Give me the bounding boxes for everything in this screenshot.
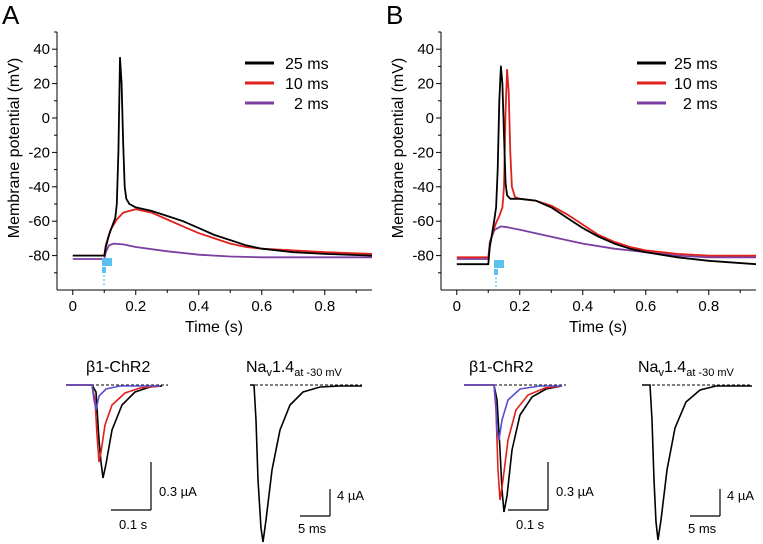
y-tick-label-a: 0: [42, 110, 50, 127]
inset-nav-a: Nav1.4at -30 mV 4 µA 5 ms: [246, 359, 364, 543]
scale-label-current-nav-b: 4 µA: [727, 488, 754, 503]
series-line-2ms-a: [72, 242, 372, 260]
inset-chr2-b: β1-ChR2 0.3 µA 0.1 s: [464, 359, 594, 532]
x-tick-label-a: 0.6: [251, 298, 272, 315]
y-tick-label-a: 40: [33, 41, 50, 58]
y-tick-label-b: 0: [426, 110, 434, 127]
current-trace-2ms-b: [464, 384, 562, 441]
light-pulse-marker-b: [494, 260, 504, 289]
panel-letter-a: A: [2, 0, 20, 30]
inset-nav-b: Nav1.4at -30 mV 4 µA 5 ms: [638, 359, 754, 541]
x-axis-title-a: Time (s): [185, 319, 243, 336]
x-tick-label-b: 0.6: [635, 298, 656, 315]
y-tick-label-b: -80: [412, 248, 434, 265]
light-pulse-step-a: [102, 267, 106, 273]
inset-chr2-a: β1-ChR2 0.3 µA 0.1 s: [66, 359, 197, 532]
current-trace-nav-a: [250, 384, 362, 543]
panel-letter-b: B: [386, 0, 403, 30]
legend-label-25ms-a: 25 ms: [285, 56, 329, 73]
scale-label-time-nav-b: 5 ms: [688, 521, 717, 536]
legend-label-10ms-b: 10 ms: [674, 76, 718, 93]
x-tick-label-b: 0.4: [572, 298, 593, 315]
y-tick-label-a: -60: [28, 213, 50, 230]
x-axis-title-b: Time (s): [569, 319, 627, 336]
x-tick-label-a: 0: [69, 298, 77, 315]
y-axis-title-b: Membrane potential (mV): [390, 58, 407, 239]
x-tick-label-b: 0.2: [509, 298, 530, 315]
y-tick-label-a: -80: [28, 248, 50, 265]
inset-title-chr2-b: β1-ChR2: [469, 359, 533, 376]
y-axis-title-a: Membrane potential (mV): [6, 58, 23, 239]
scale-label-time-nav-a: 5 ms: [298, 521, 327, 536]
y-tick-label-b: 40: [417, 41, 434, 58]
light-pulse-block-b: [494, 260, 504, 268]
y-tick-label-b: 20: [417, 76, 434, 93]
legend-label-10ms-a: 10 ms: [285, 76, 329, 93]
inset-title-chr2-a: β1-ChR2: [86, 359, 150, 376]
legend-label-2ms-a: 2 ms: [294, 96, 329, 113]
panel-b: B Membrane potential (mV) Time (s) 40 20 0…: [386, 0, 757, 541]
current-trace-2ms-a: [66, 384, 160, 411]
inset-title-nav-b: Nav1.4at -30 mV: [638, 359, 735, 379]
x-tick-label-a: 0.4: [188, 298, 209, 315]
x-tick-label-a: 0.2: [125, 298, 146, 315]
current-trace-25ms-b: [464, 384, 563, 513]
scale-label-current-nav-a: 4 µA: [337, 488, 364, 503]
series-line-25ms-a: [72, 56, 373, 257]
scale-label-current-chr2-a: 0.3 µA: [159, 484, 197, 499]
x-tick-label-a: 0.8: [314, 298, 335, 315]
legend-label-2ms-b: 2 ms: [683, 96, 718, 113]
y-tick-label-b: -40: [412, 179, 434, 196]
x-tick-label-b: 0.8: [698, 298, 719, 315]
panel-a: A Membrane potential (mV) Time (s) 40 20 0…: [2, 0, 373, 543]
scale-label-time-chr2-a: 0.1 s: [119, 517, 148, 532]
y-tick-label-b: -20: [412, 144, 434, 161]
series-line-2ms-b: [456, 225, 756, 260]
light-pulse-block-a: [102, 258, 112, 266]
current-trace-25ms-a: [66, 384, 163, 479]
inset-title-nav-a: Nav1.4at -30 mV: [246, 359, 343, 379]
legend-a: 25 ms 10 ms 2 ms: [245, 56, 329, 113]
plot-area-b: 40 20 0 -20 -40 -60 -80 0 0.2 0.4 0.6 0.8: [412, 31, 757, 315]
current-trace-10ms-a: [66, 384, 161, 463]
y-tick-label-a: -20: [28, 144, 50, 161]
light-pulse-marker-a: [102, 258, 112, 287]
series-line-10ms-a: [72, 208, 373, 257]
series-line-10ms-b: [456, 68, 756, 259]
y-tick-label-a: 20: [33, 76, 50, 93]
scale-label-current-chr2-b: 0.3 µA: [556, 484, 594, 499]
current-trace-nav-b: [642, 384, 752, 541]
x-tick-label-b: 0: [453, 298, 461, 315]
y-tick-label-a: -40: [28, 179, 50, 196]
plot-area-a: 40 20 0 -20 -40 -60 -80 0 0.2 0.4 0.6 0.8: [28, 31, 373, 315]
legend-b: 25 ms 10 ms 2 ms: [637, 56, 718, 113]
series-line-25ms-b: [456, 65, 757, 266]
y-tick-label-b: -60: [412, 213, 434, 230]
legend-label-25ms-b: 25 ms: [674, 56, 718, 73]
scale-label-time-chr2-b: 0.1 s: [516, 517, 545, 532]
light-pulse-step-b: [494, 269, 498, 275]
